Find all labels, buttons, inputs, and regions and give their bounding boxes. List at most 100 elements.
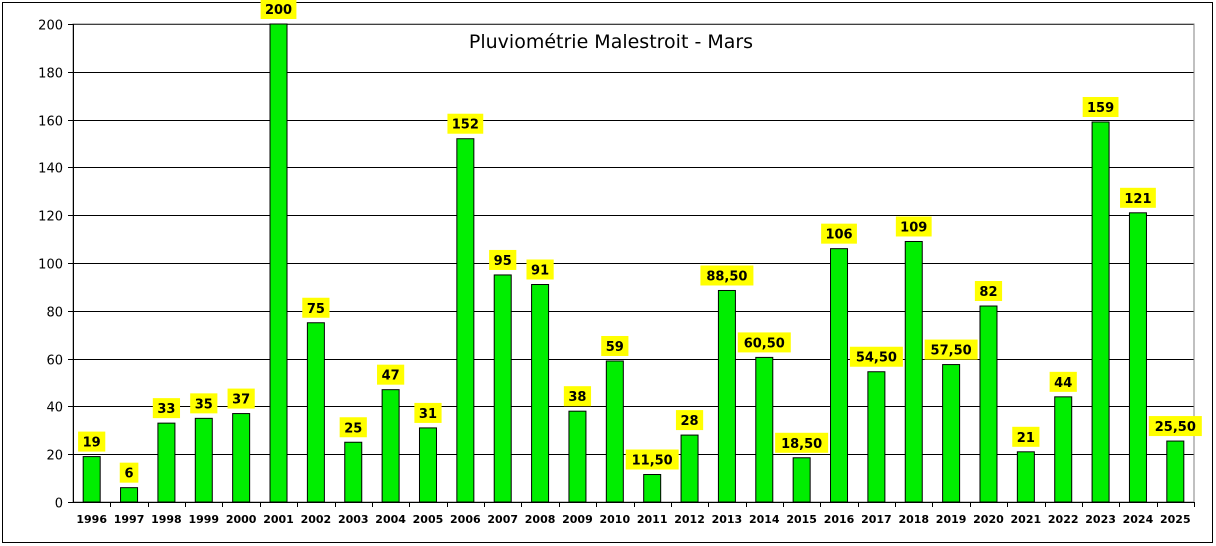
data-label-text: 109: [900, 220, 927, 235]
bar: [82, 456, 101, 503]
data-label-bg: [821, 223, 857, 244]
data-label-bg: [737, 332, 791, 353]
bar: [344, 441, 363, 503]
y-tick-label: 140: [38, 162, 63, 177]
x-tick-label: 2007: [487, 513, 518, 526]
data-label: 91: [526, 259, 554, 280]
data-label-bg: [377, 364, 405, 385]
y-tick-label: 160: [38, 115, 63, 130]
x-tick-label: 2012: [674, 513, 705, 526]
x-tick-label: 2018: [898, 513, 929, 526]
data-label: 200: [260, 0, 297, 19]
data-label: 28: [675, 410, 704, 431]
data-label-text: 19: [83, 436, 101, 451]
data-label-bg: [849, 346, 903, 367]
data-label: 31: [414, 402, 442, 423]
bar: [456, 138, 475, 503]
x-tick-label: 2011: [637, 513, 668, 526]
x-tick-label: 2002: [301, 513, 332, 526]
data-label-text: 88,50: [706, 269, 747, 284]
data-label: 59: [601, 335, 629, 356]
x-tick-label: 2014: [749, 513, 780, 526]
data-label-bg: [414, 402, 442, 423]
bar: [792, 457, 811, 503]
data-label: 109: [895, 216, 932, 237]
data-label-bg: [1082, 96, 1119, 117]
x-tick-label: 2019: [936, 513, 967, 526]
data-label-bg: [775, 432, 829, 453]
bar: [194, 417, 213, 503]
data-label: 47: [377, 364, 405, 385]
x-tick-label: 2010: [600, 513, 631, 526]
data-label: 6: [119, 462, 139, 483]
bar: [531, 284, 550, 503]
data-label-bg: [1120, 187, 1156, 208]
data-label-bg: [119, 462, 139, 483]
data-label-text: 152: [452, 118, 479, 133]
x-tick-label: 2021: [1011, 513, 1042, 526]
data-label-text: 6: [125, 467, 134, 482]
bar: [867, 371, 886, 503]
data-label: 21: [1012, 426, 1040, 447]
x-tick-label: 2020: [973, 513, 1004, 526]
data-label-bg: [489, 249, 517, 270]
bar: [643, 474, 662, 503]
data-labels: 19 6 33 35 37 200 75 25 47 31 152 95 91 38 59 11,50 28 88…: [78, 0, 1202, 483]
bar: [755, 356, 774, 503]
bar: [1016, 451, 1035, 503]
data-label-bg: [700, 265, 754, 286]
data-label-bg: [526, 259, 554, 280]
data-label-bg: [625, 449, 679, 470]
x-tick-label: 2017: [861, 513, 892, 526]
data-label-text: 82: [979, 285, 997, 300]
y-tick-label: 20: [46, 449, 63, 464]
data-label: 19: [78, 431, 106, 452]
bar: [269, 23, 288, 503]
axes: 0 20 40 60 80 100 120 140 160 180 200 1996 1997 1998 1…: [38, 19, 1195, 526]
x-tick-label: 2025: [1160, 513, 1191, 526]
data-label-text: 11,50: [632, 454, 673, 469]
bar: [568, 410, 587, 503]
data-label-bg: [190, 393, 218, 414]
data-label-text: 31: [419, 407, 437, 422]
data-label: 25: [339, 417, 367, 438]
data-label: 33: [152, 398, 181, 419]
data-label-text: 35: [195, 397, 213, 412]
x-tick-label: 2013: [712, 513, 743, 526]
data-label-bg: [447, 113, 484, 134]
bar: [493, 274, 512, 503]
data-label-text: 18,50: [781, 437, 822, 452]
bar: [381, 389, 400, 503]
data-label-text: 37: [232, 393, 250, 408]
x-tick-label: 2000: [226, 513, 257, 526]
data-label-text: 47: [382, 369, 400, 384]
x-tick-label: 2003: [338, 513, 369, 526]
x-tick-label: 1996: [76, 513, 107, 526]
x-tick-label: 2015: [786, 513, 817, 526]
y-tick-label: 100: [38, 258, 63, 273]
bar: [232, 413, 251, 503]
bar: [979, 305, 998, 503]
data-label-text: 57,50: [931, 344, 972, 359]
data-label-bg: [227, 388, 255, 409]
data-label-bg: [924, 339, 978, 360]
data-label: 38: [563, 386, 592, 407]
chart-title: Pluviométrie Malestroit - Mars: [469, 31, 753, 53]
data-label-bg: [563, 386, 592, 407]
data-label-text: 21: [1017, 431, 1035, 446]
bar: [830, 248, 849, 503]
data-label: 95: [489, 249, 517, 270]
data-label: 60,50: [737, 332, 791, 353]
x-tick-label: 2023: [1085, 513, 1116, 526]
data-label-bg: [152, 398, 181, 419]
data-label-bg: [974, 281, 1003, 302]
x-tick-label: 2022: [1048, 513, 1079, 526]
x-tick-label: 1999: [188, 513, 219, 526]
data-label-text: 59: [606, 340, 624, 355]
data-label-bg: [601, 335, 629, 356]
y-tick-label: 60: [46, 354, 63, 369]
data-label-text: 38: [568, 390, 586, 405]
data-label-text: 33: [157, 402, 175, 417]
bar: [717, 289, 736, 503]
